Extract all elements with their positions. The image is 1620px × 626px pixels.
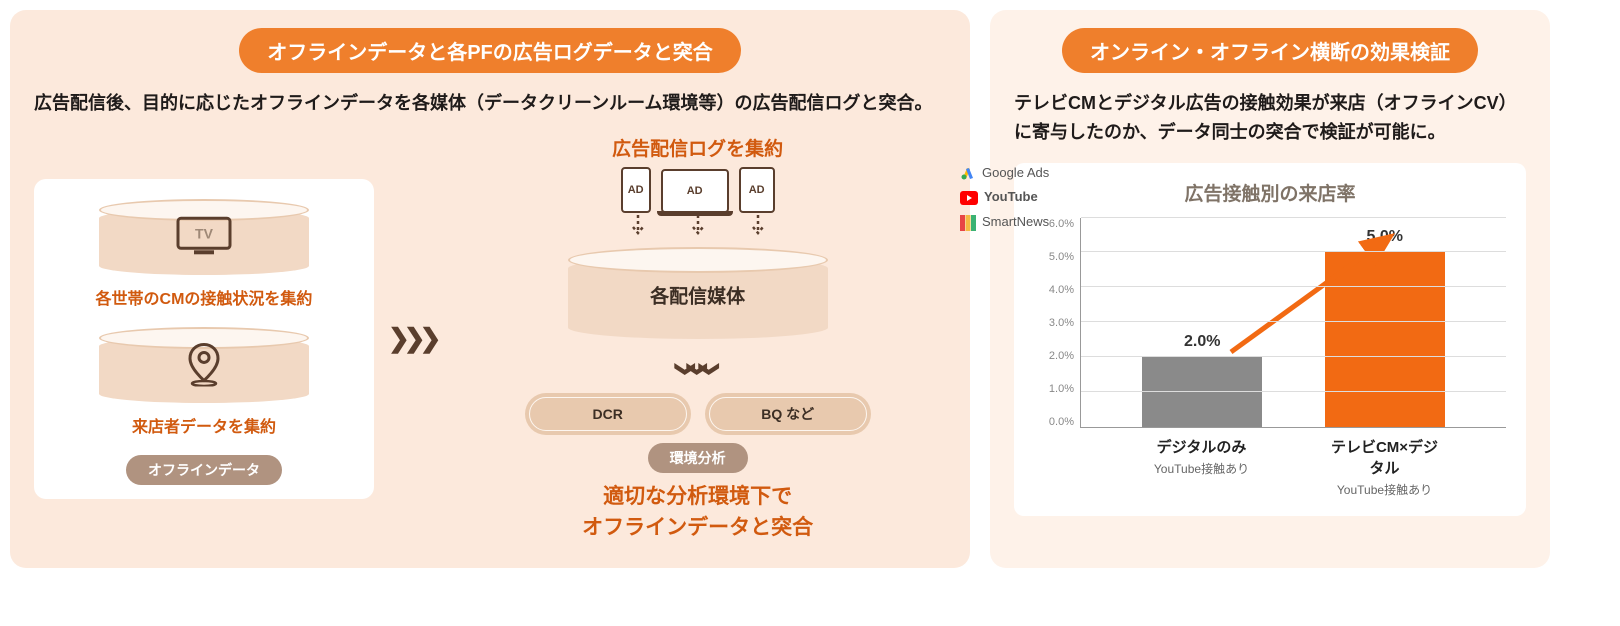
- location-pin-icon: [184, 342, 224, 386]
- google-ads-icon: [960, 165, 976, 181]
- chevron-down-icon: ❯❯❯: [680, 360, 716, 373]
- left-title-pill: オフラインデータと各PFの広告ログデータと突合: [239, 28, 741, 73]
- panel-offline-pf: オフラインデータと各PFの広告ログデータと突合 広告配信後、目的に応じたオフライ…: [10, 10, 970, 568]
- svg-text:TV: TV: [195, 225, 214, 241]
- visit-cylinder: [99, 327, 309, 403]
- chart-x-axis: デジタルのみYouTube接触あり テレビCM×デジタルYouTube接触あり: [1080, 428, 1506, 498]
- chart-title: 広告接触別の来店率: [1034, 179, 1506, 206]
- youtube-icon: [960, 191, 978, 205]
- chart-bar: 2.0%: [1142, 357, 1262, 427]
- left-description: 広告配信後、目的に応じたオフラインデータを各媒体（データクリーンルーム環境等）の…: [34, 89, 946, 118]
- chart-x-label: デジタルのみYouTube接触あり: [1142, 436, 1262, 498]
- laptop-device-icon: AD: [661, 169, 729, 213]
- panel-effect-verification: オンライン・オフライン横断の効果検証 テレビCMとデジタル広告の接触効果が来店（…: [990, 10, 1550, 568]
- chart-bar: 5.0%: [1325, 252, 1445, 426]
- offline-data-column: TV 各世帯のCMの接触状況を集約: [34, 179, 374, 499]
- tv-icon: TV: [176, 216, 232, 256]
- visit-caption: 来店者データを集約: [50, 413, 358, 437]
- devices-row: AD AD AD Google Ads YouTube: [449, 167, 946, 213]
- tablet-device-icon: AD: [739, 167, 775, 213]
- offline-data-badge: オフラインデータ: [126, 455, 282, 485]
- dcr-pill: DCR: [525, 393, 691, 435]
- arrow-right-icon: ❯❯❯: [388, 323, 435, 354]
- arrows-to-cylinder: [449, 213, 946, 241]
- left-conclusion: 適切な分析環境下で オフラインデータと突合: [449, 481, 946, 544]
- tv-caption: 各世帯のCMの接触状況を集約: [50, 285, 358, 309]
- right-description: テレビCMとデジタル広告の接触効果が来店（オフラインCV）に寄与したのか、データ…: [1014, 89, 1526, 147]
- right-title-pill: オンライン・オフライン横断の効果検証: [1062, 28, 1478, 73]
- ad-heading: 広告配信ログを集約: [449, 134, 946, 161]
- chart-x-label: テレビCM×デジタルYouTube接触あり: [1325, 436, 1445, 498]
- media-cylinder-label: 各配信媒体: [650, 281, 745, 308]
- chart-y-axis: 6.0%5.0%4.0%3.0%2.0%1.0%0.0%: [1034, 218, 1080, 428]
- env-analysis-badge: 環境分析: [648, 443, 748, 473]
- phone-device-icon: AD: [621, 167, 651, 213]
- platform-google-ads: Google Ads: [960, 161, 1049, 186]
- ad-log-column: 広告配信ログを集約 AD AD AD Google Ads YouTube: [449, 134, 946, 544]
- platform-youtube: YouTube: [960, 185, 1049, 210]
- media-cylinder: 各配信媒体: [568, 247, 828, 339]
- tv-cylinder: TV: [99, 199, 309, 275]
- smartnews-icon: [960, 215, 976, 231]
- bq-pill: BQ など: [705, 393, 871, 435]
- visit-rate-chart: 広告接触別の来店率 6.0%5.0%4.0%3.0%2.0%1.0%0.0% 2…: [1014, 163, 1526, 516]
- chart-plot-area: 2.0% 5.0%: [1080, 218, 1506, 428]
